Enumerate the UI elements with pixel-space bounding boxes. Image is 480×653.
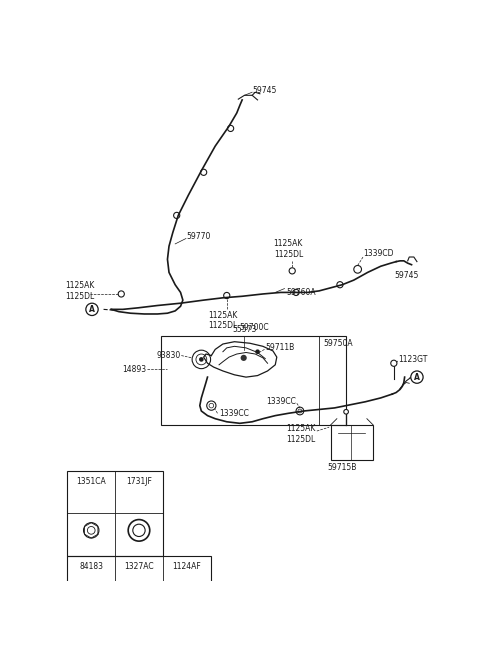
Text: 1123GT: 1123GT — [398, 355, 428, 364]
Circle shape — [344, 409, 348, 414]
Bar — [161, 336, 346, 425]
Text: 1339CD: 1339CD — [363, 249, 394, 259]
Text: 59760A: 59760A — [286, 288, 316, 297]
Text: 1339CC: 1339CC — [266, 397, 296, 406]
Text: A: A — [414, 373, 420, 381]
Text: 1125AK
1125DL: 1125AK 1125DL — [65, 281, 95, 300]
Text: 59750A: 59750A — [323, 339, 353, 347]
Text: 84183: 84183 — [79, 562, 103, 571]
Circle shape — [289, 268, 295, 274]
Text: 1339CC: 1339CC — [219, 409, 249, 418]
Text: 59745: 59745 — [394, 271, 419, 280]
Text: 1327AC: 1327AC — [124, 562, 154, 571]
Text: 14893: 14893 — [122, 365, 146, 374]
Bar — [183, 615, 191, 623]
Text: 1351CA: 1351CA — [76, 477, 106, 486]
Text: 1125AK
1125DL: 1125AK 1125DL — [208, 311, 238, 330]
Text: 93830: 93830 — [156, 351, 180, 360]
Text: 1125AK
1125DL: 1125AK 1125DL — [286, 424, 315, 444]
Circle shape — [86, 303, 98, 315]
Bar — [331, 425, 373, 460]
Text: A: A — [89, 305, 95, 314]
Text: 59715B: 59715B — [327, 464, 357, 472]
Circle shape — [411, 371, 423, 383]
Text: 55573: 55573 — [232, 325, 257, 334]
Text: 59745: 59745 — [252, 86, 276, 95]
Text: 1125AK
1125DL: 1125AK 1125DL — [274, 239, 303, 259]
Text: 1124AF: 1124AF — [172, 562, 201, 571]
Bar — [67, 556, 211, 641]
Text: 59711B: 59711B — [265, 343, 295, 353]
Circle shape — [199, 357, 204, 362]
Circle shape — [240, 355, 247, 361]
Text: 1731JF: 1731JF — [126, 477, 152, 486]
Bar — [67, 471, 163, 556]
Text: 59700C: 59700C — [239, 323, 268, 332]
Text: 59770: 59770 — [186, 232, 210, 242]
Circle shape — [391, 360, 397, 366]
Circle shape — [255, 349, 260, 354]
